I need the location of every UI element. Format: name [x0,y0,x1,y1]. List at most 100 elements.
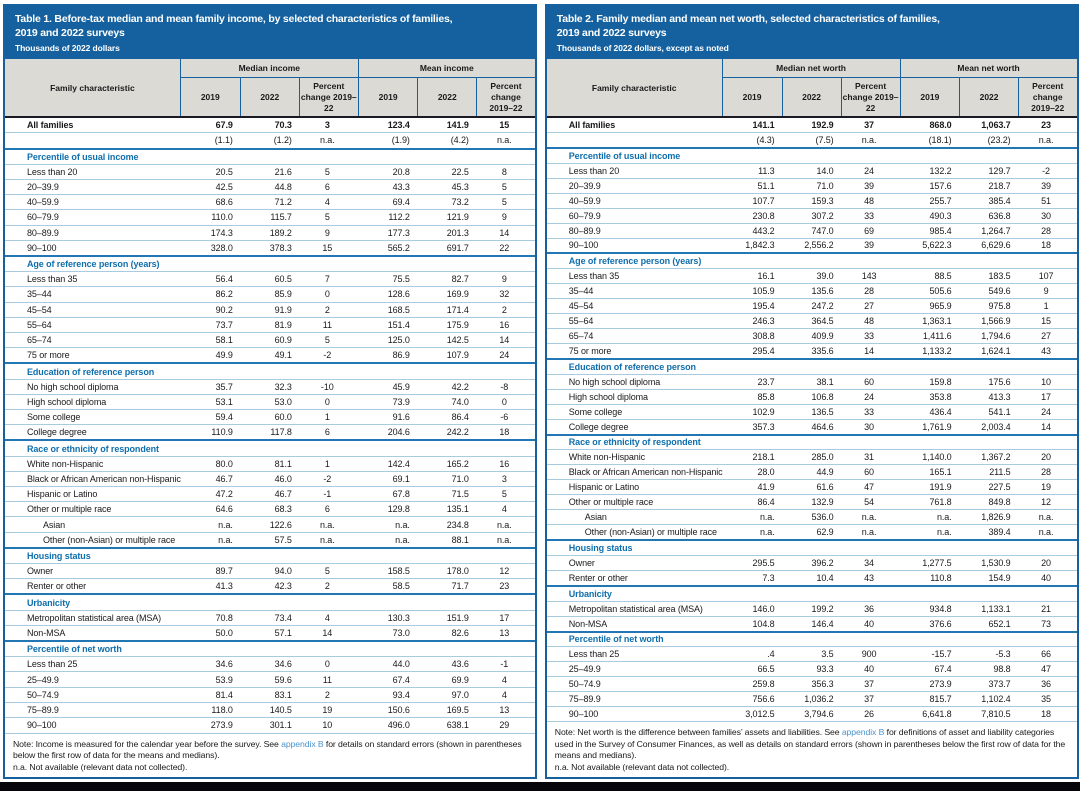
cell-value: 37 [864,694,874,705]
cell-value: 2 [501,304,507,315]
cell-value: 83.1 [274,689,292,700]
cell-value: 24 [1041,406,1051,417]
cell-value: 146.4 [811,618,834,629]
cell-value: 1 [324,412,330,423]
cell-value: 157.6 [929,180,952,191]
cell-value: 43 [1041,345,1051,356]
table-row: Asian n.a. 536.0 n.a. n.a. 1,826.9 n.a. [546,509,1077,524]
cell-value: 301.1 [269,720,292,731]
cell-value: 132.2 [929,165,952,176]
cell-value: 12 [1041,497,1051,508]
cell-value: 33 [864,331,874,342]
cell-value: 118.0 [211,704,233,715]
cell-value: 22.5 [451,166,469,177]
cell-value: 43 [864,572,874,583]
cell-value: 93.3 [816,664,834,675]
cell-value: 43.3 [392,182,410,193]
cell-value: 1,624.1 [981,345,1011,356]
cell-value: 86.2 [215,289,233,300]
cell-value: 364.5 [811,316,834,327]
cell-value: 115.7 [270,212,292,223]
cell-value: 7.3 [762,572,775,583]
table-row: Less than 35 56.4 60.5 7 75.5 82.7 9 [5,271,535,286]
cell-value: 105.9 [752,286,775,297]
cell-value: 94.0 [274,566,292,577]
cell-value: 3 [324,120,330,131]
cell-value: 1 [324,458,330,469]
row-label: All families [568,120,616,131]
row-label: Less than 25 [27,659,78,670]
section-header-row: Housing status [546,538,1077,555]
row-label: 55–64 [568,316,594,327]
row-label: Asian [43,519,66,530]
cell-value: n.a. [1038,527,1054,537]
cell-value: 849.8 [988,497,1011,508]
cell-value: 378.3 [269,242,292,253]
cell-value: 464.6 [811,421,834,432]
table-row: 45–54 195.4 247.2 27 965.9 975.8 1 [546,298,1077,313]
cell-value: 88.5 [934,271,952,282]
cell-value: 71.0 [451,473,469,484]
table2-card: Table 2. Family median and mean net wort… [544,4,1079,779]
cell-value: 6 [324,427,330,438]
table2-title-line1: Table 2. Family median and mean net wort… [556,13,940,25]
cell-value: 60.0 [274,412,292,423]
table-row: Non-MSA 104.8 146.4 40 376.6 652.1 73 [546,615,1077,631]
row-label: Other (non-Asian) or multiple race [43,534,176,545]
cell-value: 30 [864,421,874,432]
cell-value: 39 [864,240,874,251]
cell-value: 47.2 [215,489,233,500]
cell-value: 259.8 [752,679,775,690]
cell-value: -1 [500,659,509,670]
cell-value: 295.5 [752,557,775,568]
table-body: All families 67.9 70.3 3 123.4 141.9 15 (1.1) (1… [5,118,535,732]
cell-value: 44.0 [392,659,410,670]
cell-value: 85.9 [274,289,292,300]
cell-value: (1.1) [214,135,233,146]
cell-value: 0 [324,396,330,407]
appendix-b-link[interactable]: appendix B [841,727,885,738]
cell-value: 93.4 [392,689,410,700]
cell-value: 18 [1041,709,1051,720]
cell-value: 34 [864,557,874,568]
cell-value: 110.0 [211,212,233,223]
row-label: 50–74.9 [27,689,59,700]
cell-value: 32 [499,289,510,300]
cell-value: 436.4 [929,406,952,417]
cell-value: 122.6 [269,519,292,530]
cell-value: 129.8 [387,504,410,515]
year-header-2019: 2019 [742,91,762,102]
header-groups: Median income 2019 2022 Percent change 2… [180,59,535,117]
row-label: High school diploma [568,391,648,402]
cell-value: 5,622.3 [922,240,952,251]
cell-value: 13 [499,627,510,638]
note-pre: Note: Net worth is the difference betwee… [554,727,842,738]
cell-value: 1,102.4 [981,694,1011,705]
cell-value: 102.9 [752,406,775,417]
section-header-row: Housing status [5,546,535,563]
cell-value: 1,367.2 [981,452,1011,463]
cell-value: n.a. [395,534,410,545]
cell-value: 6,641.8 [922,709,952,720]
cell-value: (7.5) [815,135,834,146]
cell-value: 23 [499,581,510,592]
cell-value: 98.8 [993,664,1011,675]
cell-value: 39 [864,180,874,191]
page-bottom-edge [0,782,1080,791]
cell-value: 191.9 [929,482,952,493]
cell-value: 154.9 [988,572,1011,583]
table-row: High school diploma 53.1 53.0 0 73.9 74.0 0 [5,393,535,409]
cell-value: 4 [501,674,507,685]
cell-value: 4 [501,504,507,515]
row-label: Some college [568,406,623,417]
cell-value: 32.3 [274,381,292,392]
cell-value: 159.3 [811,195,834,206]
cell-value: 357.3 [752,421,775,432]
cell-value: 5 [324,166,330,177]
cell-value: 5 [501,197,507,208]
cell-value: 356.3 [811,679,834,690]
cell-value: 18 [499,427,510,438]
appendix-b-link[interactable]: appendix B [281,738,324,749]
cell-value: 18 [1041,240,1051,251]
